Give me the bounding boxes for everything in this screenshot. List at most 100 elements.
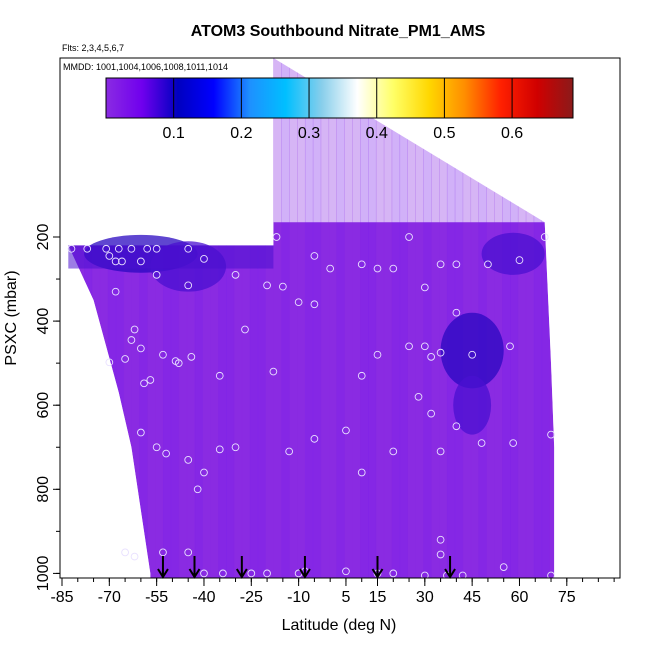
sample-point xyxy=(420,342,429,351)
y-axis-label: PSXC (mbar) xyxy=(3,270,20,365)
sample-point xyxy=(121,355,129,363)
sample-point xyxy=(468,350,477,359)
sample-point xyxy=(458,571,467,578)
sample-point xyxy=(152,270,161,279)
y-axis: 200 400 600 800 1000 xyxy=(35,224,60,592)
sample-point xyxy=(159,350,167,359)
sample-point xyxy=(310,434,319,443)
colorbar-tick-label: 0.2 xyxy=(230,125,252,142)
sample-point xyxy=(452,260,461,269)
sample-point xyxy=(540,233,549,241)
field-stripe xyxy=(226,58,235,578)
sample-point xyxy=(105,252,114,260)
sample-point xyxy=(215,445,224,454)
sample-point xyxy=(420,283,429,292)
sample-point xyxy=(436,550,445,559)
field-stripe xyxy=(439,58,448,578)
field-stripe xyxy=(115,58,125,578)
sample-point xyxy=(200,569,208,578)
sample-point xyxy=(326,264,335,273)
flight-arrow xyxy=(188,556,201,579)
sample-point xyxy=(310,300,319,309)
x-tick-label: 45 xyxy=(463,589,481,606)
field-stripe xyxy=(233,58,243,578)
field-stripe xyxy=(533,58,543,578)
sample-point xyxy=(547,571,555,578)
x-tick-label: -10 xyxy=(287,589,310,606)
flight-arrow xyxy=(444,556,456,579)
sample-point xyxy=(420,571,429,578)
colorbar-tick-label: 0.3 xyxy=(298,125,320,142)
field-stripe xyxy=(218,58,227,578)
field-stripe xyxy=(281,58,290,578)
field-stripe xyxy=(170,58,180,578)
sample-point xyxy=(269,367,278,376)
sample-point xyxy=(105,358,114,367)
field-stripe xyxy=(265,58,274,578)
sample-point xyxy=(405,233,413,241)
sample-point xyxy=(111,287,120,296)
x-tick-label: -40 xyxy=(192,589,215,606)
no-data-right xyxy=(273,58,620,578)
field-stripe xyxy=(446,58,456,578)
field-stripe xyxy=(431,58,440,578)
field-stripe xyxy=(289,58,298,578)
flight-arrow xyxy=(235,556,248,579)
sample-point xyxy=(389,264,398,273)
sample-point xyxy=(171,357,180,365)
x-tick-label: -55 xyxy=(145,589,168,606)
field-base xyxy=(68,222,555,578)
sample-point xyxy=(509,439,518,447)
sample-point xyxy=(137,257,145,266)
enhancement-4 xyxy=(481,232,545,275)
field-stripe xyxy=(257,58,266,578)
sample-point xyxy=(231,270,240,279)
sample-point xyxy=(436,447,445,456)
sample-point xyxy=(279,282,287,291)
sample-point xyxy=(146,376,155,384)
x-tick-label: -85 xyxy=(50,589,73,606)
sample-point xyxy=(427,409,435,418)
field-stripe xyxy=(241,58,251,578)
sample-point xyxy=(140,379,148,388)
sample-point xyxy=(263,569,271,578)
sample-point xyxy=(342,567,350,576)
x-axis: -85 -70 -55 -40 -25 -10 5 15 30 45 60 75 xyxy=(50,578,615,606)
sample-point xyxy=(127,244,136,253)
sample-point xyxy=(137,428,145,437)
field-stripe xyxy=(510,58,519,578)
field-stripe xyxy=(423,58,432,578)
flight-arrow xyxy=(299,556,311,579)
y-tick-label: 1000 xyxy=(35,556,52,592)
enhancement-3 xyxy=(453,375,492,435)
sample-point xyxy=(436,260,445,269)
sample-point xyxy=(215,371,224,380)
sample-point xyxy=(200,255,208,263)
field-stripe xyxy=(336,58,345,578)
sample-point xyxy=(310,252,319,260)
field-stripe xyxy=(383,58,393,578)
x-tick-label: 15 xyxy=(369,589,387,606)
field-stripe xyxy=(352,58,361,578)
sample-point xyxy=(127,336,136,344)
sample-point xyxy=(130,325,139,334)
field-stripe xyxy=(202,58,211,578)
field-stripe xyxy=(486,58,495,578)
sample-point xyxy=(357,260,366,269)
field-stripe xyxy=(273,58,282,578)
field-stripe xyxy=(249,58,259,578)
sample-point xyxy=(547,430,555,439)
sample-point xyxy=(111,257,120,266)
y-tick-label: 800 xyxy=(35,476,52,503)
x-axis-label: Latitude (deg N) xyxy=(282,617,397,634)
no-data-left xyxy=(60,58,274,578)
chart-title: ATOM3 Southbound Nitrate_PM1_AMS xyxy=(191,23,486,40)
sample-point xyxy=(405,342,413,351)
sample-point xyxy=(83,244,92,253)
sample-point xyxy=(436,535,445,544)
sample-point xyxy=(427,352,435,361)
field-stripe xyxy=(494,58,503,578)
sample-point xyxy=(193,485,202,494)
sample-point xyxy=(152,443,161,452)
